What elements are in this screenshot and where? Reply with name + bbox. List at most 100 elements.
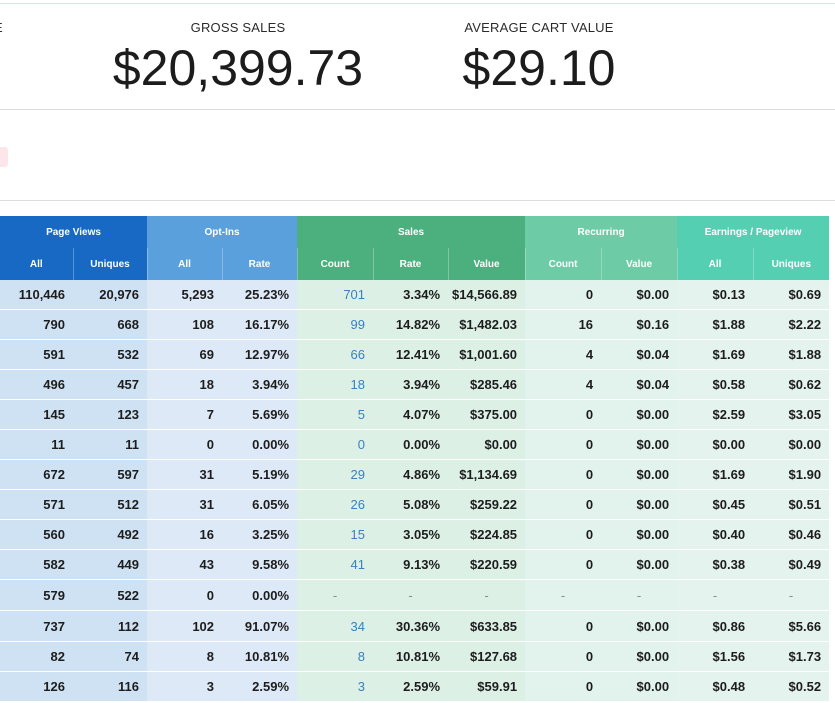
cell-sales-count[interactable]: 34 (297, 610, 374, 642)
table-row[interactable]: 579 522 0 0.00% - - - - - - - (0, 579, 830, 611)
cell-sales-count[interactable]: 5 (297, 399, 374, 430)
group-header-row: Page Views Opt-Ins Sales Recurring Earni… (0, 216, 830, 248)
cell-earnings-uniques: $0.49 (753, 549, 830, 580)
table-row[interactable]: 82 74 8 10.81% 8 10.81% $127.68 0 $0.00 $1.56 $1.7… (0, 641, 830, 672)
cell-opt-ins-all: 7 (147, 399, 223, 430)
table-row[interactable]: 571 512 31 6.05% 26 5.08% $259.22 0 $0.00 $0.45 $0… (0, 489, 830, 520)
cell-page-views-all: 110,446 (0, 280, 73, 310)
cell-sales-value: $633.85 (448, 610, 526, 642)
divider (0, 200, 835, 201)
table-row[interactable]: 110,446 20,976 5,293 25.23% 701 3.34% $14,566.… (0, 280, 830, 310)
cell-sales-count[interactable]: 15 (297, 519, 374, 550)
cell-sales-count[interactable]: 66 (297, 339, 374, 370)
cell-sales-count[interactable]: 29 (297, 459, 374, 490)
table-row[interactable]: 496 457 18 3.94% 18 3.94% $285.46 4 $0.04 $0.58 $0… (0, 369, 830, 400)
column-header-sales-rate[interactable]: Rate (372, 248, 449, 280)
cell-recurring-count: 0 (525, 280, 602, 310)
cell-sales-rate: 4.86% (373, 459, 449, 490)
column-header-recurring-count[interactable]: Count (524, 248, 602, 280)
cell-page-views-uniques: 512 (73, 489, 148, 520)
cell-sales-count[interactable]: 99 (297, 309, 374, 340)
cell-sales-value: $1,001.60 (448, 339, 526, 370)
cut-off-badge (0, 147, 8, 167)
column-header-sales-count[interactable]: Count (296, 248, 374, 280)
cell-earnings-all: $0.40 (677, 519, 754, 550)
cell-sales-rate: 3.34% (373, 280, 449, 310)
table-row[interactable]: 672 597 31 5.19% 29 4.86% $1,134.69 0 $0.00 $1.69… (0, 459, 830, 490)
cell-sales-count[interactable]: 18 (297, 369, 374, 400)
cell-page-views-uniques: 116 (73, 671, 148, 702)
cell-earnings-all: $0.86 (677, 610, 754, 642)
cell-recurring-value: $0.04 (601, 339, 678, 370)
table-row[interactable]: 560 492 16 3.25% 15 3.05% $224.85 0 $0.00 $0.40 $0… (0, 519, 830, 550)
cell-page-views-uniques: 522 (73, 579, 148, 611)
cell-earnings-uniques: $0.62 (753, 369, 830, 400)
cell-page-views-uniques: 492 (73, 519, 148, 550)
cell-page-views-uniques: 112 (73, 610, 148, 642)
cell-page-views-uniques: 449 (73, 549, 148, 580)
group-header-earnings-per-pageview[interactable]: Earnings / Pageview (677, 216, 830, 248)
group-header-recurring[interactable]: Recurring (525, 216, 678, 248)
cell-sales-rate: 4.07% (373, 399, 449, 430)
table-row[interactable]: 11 11 0 0.00% 0 0.00% $0.00 0 $0.00 $0.00 $0.00 (0, 429, 830, 460)
cell-sales-count[interactable]: 701 (297, 280, 374, 310)
cell-opt-ins-rate: 3.25% (222, 519, 298, 550)
group-header-sales[interactable]: Sales (297, 216, 526, 248)
cell-sales-count[interactable]: 0 (297, 429, 374, 460)
cell-sales-count[interactable]: 41 (297, 549, 374, 580)
cell-sales-count[interactable]: 3 (297, 671, 374, 702)
divider (0, 109, 835, 110)
cell-recurring-value: $0.00 (601, 549, 678, 580)
table-row[interactable]: 737 112 102 91.07% 34 30.36% $633.85 0 $0.00 $0.8… (0, 610, 830, 642)
cell-earnings-all: $1.56 (677, 641, 754, 672)
column-header-earnings-uniques[interactable]: Uniques (752, 248, 830, 280)
group-header-opt-ins[interactable]: Opt-Ins (147, 216, 298, 248)
cell-opt-ins-rate: 6.05% (222, 489, 298, 520)
cell-page-views-all: 126 (0, 671, 73, 702)
cell-page-views-all: 582 (0, 549, 73, 580)
cell-sales-rate: 5.08% (373, 489, 449, 520)
column-header-opt-ins-rate[interactable]: Rate (221, 248, 298, 280)
column-header-recurring-value[interactable]: Value (600, 248, 678, 280)
cell-sales-value: $224.85 (448, 519, 526, 550)
cut-off-stat-label: E (0, 20, 3, 35)
cell-opt-ins-rate: 25.23% (222, 280, 298, 310)
cell-opt-ins-all: 3 (147, 671, 223, 702)
cell-sales-count[interactable]: 8 (297, 641, 374, 672)
table-row[interactable]: 582 449 43 9.58% 41 9.13% $220.59 0 $0.00 $0.38 $0… (0, 549, 830, 580)
cell-opt-ins-all: 0 (147, 579, 223, 611)
cell-sales-count[interactable]: 26 (297, 489, 374, 520)
column-header-page-views-uniques[interactable]: Uniques (72, 248, 148, 280)
cell-sales-value: $1,134.69 (448, 459, 526, 490)
cell-opt-ins-rate: 3.94% (222, 369, 298, 400)
cell-page-views-all: 82 (0, 641, 73, 672)
cell-sales-count: - (297, 579, 374, 611)
table-row[interactable]: 145 123 7 5.69% 5 4.07% $375.00 0 $0.00 $2.59 $3.0… (0, 399, 830, 430)
cell-recurring-count: 0 (525, 459, 602, 490)
cell-opt-ins-all: 5,293 (147, 280, 223, 310)
column-header-opt-ins-all[interactable]: All (146, 248, 223, 280)
cell-sales-rate: 30.36% (373, 610, 449, 642)
cell-sales-rate: - (373, 579, 449, 611)
cell-earnings-all: $1.69 (677, 459, 754, 490)
cell-sales-value: $59.91 (448, 671, 526, 702)
cell-recurring-value: $0.00 (601, 429, 678, 460)
group-header-page-views[interactable]: Page Views (0, 216, 148, 248)
table-row[interactable]: 126 116 3 2.59% 3 2.59% $59.91 0 $0.00 $0.48 $0.52 (0, 671, 830, 702)
column-header-sales-value[interactable]: Value (447, 248, 526, 280)
cell-opt-ins-rate: 5.19% (222, 459, 298, 490)
cell-earnings-uniques: $1.88 (753, 339, 830, 370)
column-header-page-views-all[interactable]: All (0, 248, 73, 280)
cell-page-views-uniques: 457 (73, 369, 148, 400)
cell-page-views-uniques: 532 (73, 339, 148, 370)
table-row[interactable]: 591 532 69 12.97% 66 12.41% $1,001.60 4 $0.04 $1.… (0, 339, 830, 370)
cell-page-views-uniques: 74 (73, 641, 148, 672)
cell-sales-value: - (448, 579, 526, 611)
cell-recurring-value: $0.16 (601, 309, 678, 340)
table-row[interactable]: 790 668 108 16.17% 99 14.82% $1,482.03 16 $0.16 $… (0, 309, 830, 340)
cell-earnings-all: $1.88 (677, 309, 754, 340)
cell-earnings-uniques: $0.69 (753, 280, 830, 310)
cell-opt-ins-rate: 2.59% (222, 671, 298, 702)
column-header-earnings-all[interactable]: All (676, 248, 754, 280)
cell-earnings-uniques: $0.52 (753, 671, 830, 702)
